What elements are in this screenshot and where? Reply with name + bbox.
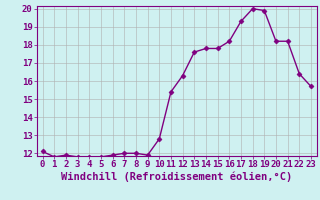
X-axis label: Windchill (Refroidissement éolien,°C): Windchill (Refroidissement éolien,°C) (61, 172, 292, 182)
